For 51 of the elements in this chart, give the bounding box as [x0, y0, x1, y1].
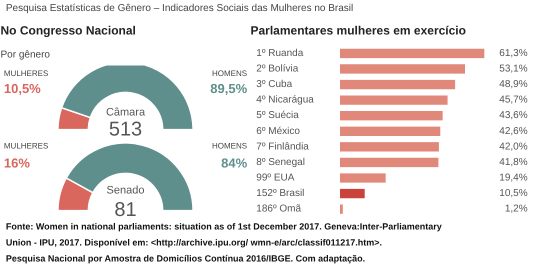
slice-label: MULHERES — [4, 141, 48, 150]
bar — [340, 64, 466, 74]
data-label: 61,3% — [499, 48, 528, 59]
y-tick-label: 5º Suécia — [256, 110, 300, 122]
y-tick-label: 3º Cuba — [256, 79, 293, 90]
data-label: 1,2% — [504, 204, 528, 215]
data-label: 45,7% — [499, 94, 528, 106]
slice-label: HOMENS — [212, 141, 248, 150]
data-label: 42,0% — [499, 141, 528, 152]
bar — [340, 188, 365, 198]
data-label: 19,4% — [499, 172, 528, 184]
bar — [340, 126, 440, 136]
text: Pesquisa Estatísticas de Gênero – Indicadores Sociais das Mulheres no Brasil — [6, 3, 354, 14]
y-tick-label: 99º EUA — [256, 172, 295, 184]
data-label: 43,6% — [499, 110, 528, 122]
bar — [340, 158, 438, 168]
y-tick-label: 186º Omã — [256, 204, 302, 215]
y-tick-label: 6º México — [256, 126, 300, 137]
y-tick-label: 1º Ruanda — [256, 48, 304, 59]
source-note: Fonte: Women in national parliaments: situation as of 1st December 2017. Geneva:Inter-Parliamentary Union - IPU, 2017. Disponível em: <http://archive.ipu.org/ wmn-e/arc/classif011217.htm>. — [6, 222, 442, 248]
data-label: 10,5% — [4, 80, 42, 96]
data-label: 53,1% — [499, 63, 528, 74]
slice-label: HOMENS — [212, 69, 248, 78]
text: Senado — [106, 184, 144, 197]
data-label: 42,6% — [499, 126, 528, 137]
data-label: 16% — [4, 155, 30, 170]
chart-title: Parlamentares mulheres em exercício — [250, 24, 466, 38]
bar — [340, 142, 439, 152]
slice-label: MULHERES — [4, 69, 48, 78]
bar — [340, 173, 386, 183]
chart-subtitle: Por gênero — [0, 50, 50, 60]
data-label: 10,5% — [499, 188, 528, 200]
text: Câmara — [106, 106, 146, 118]
y-tick-label: 7º Finlândia — [256, 141, 310, 152]
bar — [340, 111, 443, 120]
chart-title: No Congresso Nacional — [0, 24, 136, 38]
data-label: 48,9% — [499, 79, 528, 90]
data-label: 41,8% — [499, 156, 528, 168]
bar — [340, 80, 456, 90]
bar — [340, 204, 343, 214]
y-tick-label: 2º Bolívia — [256, 63, 299, 74]
y-tick-label: 4º Nicarágua — [256, 94, 314, 106]
text: 513 — [108, 118, 142, 140]
text: Pesquisa Nacional por Amostra de Domicílios Contínua 2016/IBGE. Com adaptação. — [6, 254, 366, 264]
data-label: 89,5% — [210, 80, 248, 96]
data-label: 84% — [221, 155, 248, 170]
bar — [340, 48, 484, 58]
y-tick-label: 8º Senegal — [256, 156, 305, 168]
text: 81 — [114, 199, 137, 222]
bar — [340, 95, 448, 105]
y-tick-label: 152º Brasil — [256, 188, 304, 200]
